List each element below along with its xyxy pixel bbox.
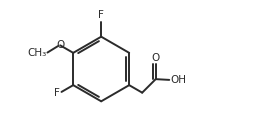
Text: OH: OH — [170, 75, 186, 85]
Text: CH₃: CH₃ — [27, 48, 46, 58]
Text: O: O — [152, 53, 160, 63]
Text: F: F — [54, 88, 60, 98]
Text: O: O — [56, 40, 64, 50]
Text: F: F — [98, 10, 104, 20]
